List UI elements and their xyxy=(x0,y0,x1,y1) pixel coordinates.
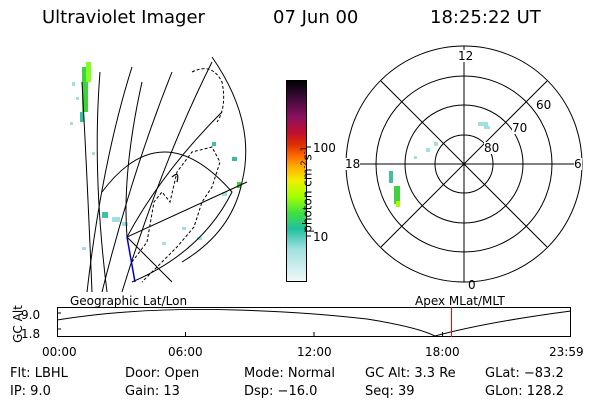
mlt-6-label: 6 xyxy=(574,157,582,171)
filter-info: Flt: LBHL xyxy=(10,366,68,381)
glon-info: GLon: 128.2 xyxy=(485,384,565,399)
altitude-plot xyxy=(56,307,572,337)
alt-xtick-1: 06:00 xyxy=(168,345,203,359)
instrument-title: Ultraviolet Imager xyxy=(42,7,205,28)
mlt-18-label: 18 xyxy=(345,157,361,171)
unit-prefix: photon cm xyxy=(300,168,315,233)
observation-date: 07 Jun 00 xyxy=(273,7,359,28)
lat-80-label: 80 xyxy=(484,141,500,155)
polar-plot xyxy=(345,45,583,283)
lat-60-label: 60 xyxy=(536,98,552,112)
unit-s: s xyxy=(300,154,315,161)
colorbar-tick-10: 10 xyxy=(313,230,329,244)
colorbar-unit-label: photon cm-2s-1 xyxy=(299,135,315,245)
polar-emission xyxy=(389,122,490,207)
auroral-emission xyxy=(70,62,241,250)
geographic-map xyxy=(70,56,248,293)
coastline xyxy=(131,146,221,283)
geographic-label: Geographic Lat/Lon xyxy=(70,294,188,308)
alt-xtick-3: 18:00 xyxy=(425,345,460,359)
unit-exp1: -2 xyxy=(299,160,309,169)
dsp-info: Dsp: −16.0 xyxy=(244,384,318,399)
door-info: Door: Open xyxy=(125,366,200,381)
mode-info: Mode: Normal xyxy=(244,366,335,381)
colorbar-tick-100: 100 xyxy=(313,141,336,155)
blue-track xyxy=(126,236,136,283)
alt-xtick-4: 23:59 xyxy=(549,345,584,359)
altitude-curve xyxy=(56,308,572,337)
ip-info: IP: 9.0 xyxy=(10,384,51,399)
mlt-0-label: 0 xyxy=(468,278,476,292)
alt-tick-top: 9.0 xyxy=(21,308,41,322)
color-bar xyxy=(286,80,307,282)
colorbar-ticks xyxy=(306,146,311,237)
unit-exp2: -1 xyxy=(299,146,309,155)
seq-info: Seq: 39 xyxy=(365,384,415,399)
gc-alt-info: GC Alt: 3.3 Re xyxy=(365,366,456,381)
gain-info: Gain: 13 xyxy=(125,384,180,399)
apex-label: Apex MLat/MLT xyxy=(415,294,505,308)
glat-info: GLat: −83.2 xyxy=(485,366,564,381)
mlt-12-label: 12 xyxy=(458,49,474,63)
observation-time: 18:25:22 UT xyxy=(430,7,541,28)
alt-xtick-0: 00:00 xyxy=(42,345,77,359)
lat-70-label: 70 xyxy=(512,121,528,135)
alt-tick-bottom: 1.8 xyxy=(21,327,41,341)
alt-xtick-2: 12:00 xyxy=(297,345,332,359)
